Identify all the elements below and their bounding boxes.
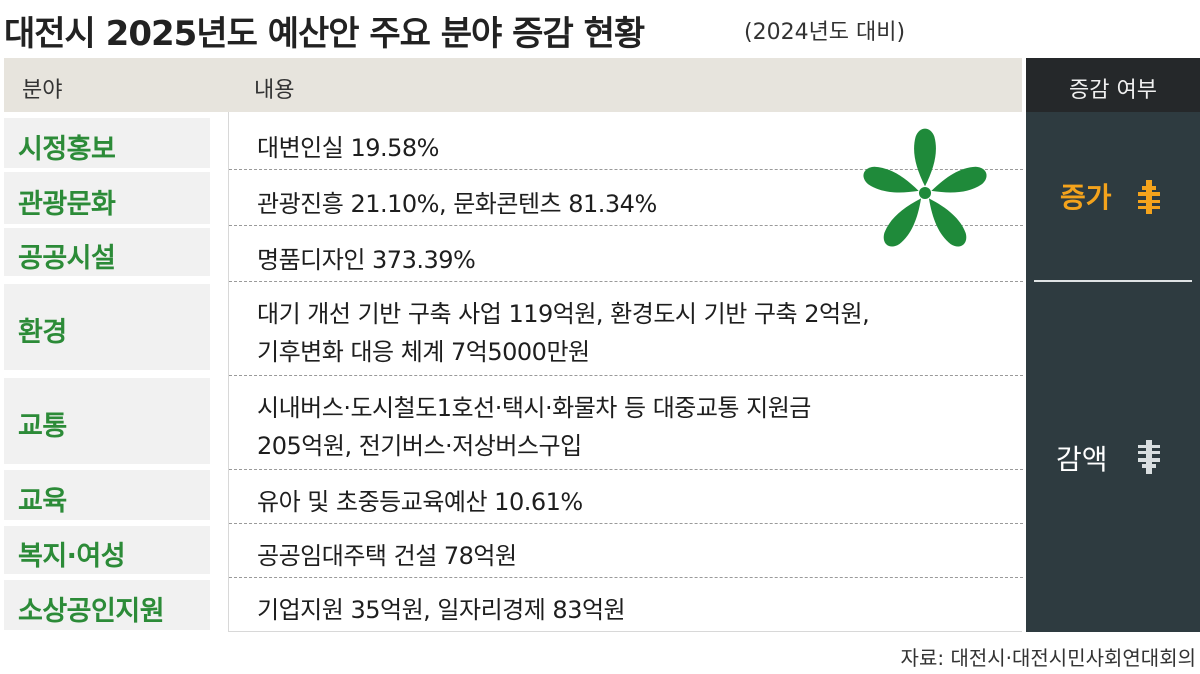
table-row: 공공임대주택 건설 78억원 xyxy=(229,524,1023,578)
row-text: 대변인실 19.58% xyxy=(257,134,439,162)
row-text: 유아 및 초중등교육예산 10.61% xyxy=(257,488,583,516)
row-text: 205억원, 전기버스·저상버스구입 xyxy=(257,432,582,460)
row-text: 시내버스·도시철도1호선·택시·화물차 등 대중교통 지원금 xyxy=(257,394,811,422)
column-header-category: 분야 xyxy=(22,78,63,103)
source-note: 자료: 대전시·대전시민사회연대회의 xyxy=(900,646,1196,670)
column-header-change-wrap: 증감 여부 xyxy=(1026,58,1200,112)
daejeon-city-emblem-icon xyxy=(863,128,987,247)
increase-label: 증가 xyxy=(1060,181,1112,214)
category-cell: 시정홍보 xyxy=(4,118,210,168)
table-row: 명품디자인 373.39% xyxy=(229,226,1023,282)
up-arrow-icon xyxy=(1138,180,1160,214)
category-cell: 교통 xyxy=(4,378,210,464)
column-header-content: 내용 xyxy=(254,78,295,103)
table-header: 분야 내용 xyxy=(4,58,1022,112)
category-cell: 관광문화 xyxy=(4,172,210,224)
row-text: 기업지원 35억원, 일자리경제 83억원 xyxy=(257,596,626,624)
table-row: 기업지원 35억원, 일자리경제 83억원 xyxy=(229,578,1023,632)
category-cell: 복지·여성 xyxy=(4,526,210,574)
row-text: 관광진흥 21.10%, 문화콘텐츠 81.34% xyxy=(257,190,657,218)
change-panel: 증감 여부 증가 감액 xyxy=(1026,58,1200,632)
category-cell: 공공시설 xyxy=(4,228,210,276)
title-row: 대전시 2025년도 예산안 주요 분야 증감 현황 (2024년도 대비) xyxy=(0,0,1200,58)
content-area: 대변인실 19.58% 관광진흥 21.10%, 문화콘텐츠 81.34% 명품… xyxy=(228,112,1023,632)
category-cell: 소상공인지원 xyxy=(4,580,210,630)
down-arrow-icon xyxy=(1138,440,1160,474)
table-row: 유아 및 초중등교육예산 10.61% xyxy=(229,470,1023,524)
row-text: 명품디자인 373.39% xyxy=(257,246,476,274)
category-label: 소상공인지원 xyxy=(18,596,165,627)
column-header-change: 증감 여부 xyxy=(1069,78,1157,103)
category-label: 시정홍보 xyxy=(18,134,116,165)
category-label: 공공시설 xyxy=(18,243,116,274)
table-row: 관광진흥 21.10%, 문화콘텐츠 81.34% xyxy=(229,170,1023,226)
page-subtitle: (2024년도 대비) xyxy=(744,20,906,45)
category-label: 관광문화 xyxy=(18,189,116,220)
category-label: 교육 xyxy=(18,486,67,517)
category-label: 교통 xyxy=(18,411,67,442)
table-row: 대변인실 19.58% xyxy=(229,112,1023,170)
page-title: 대전시 2025년도 예산안 주요 분야 증감 현황 xyxy=(4,14,645,54)
row-text: 대기 개선 기반 구축 사업 119억원, 환경도시 기반 구축 2억원, xyxy=(257,300,870,328)
row-text: 공공임대주택 건설 78억원 xyxy=(257,542,517,570)
decrease-label: 감액 xyxy=(1056,443,1108,476)
panel-divider xyxy=(1034,280,1192,282)
category-cell: 환경 xyxy=(4,284,210,370)
category-label: 복지·여성 xyxy=(18,541,126,572)
row-text: 기후변화 대응 체계 7억5000만원 xyxy=(257,338,590,366)
table-row: 시내버스·도시철도1호선·택시·화물차 등 대중교통 지원금 205억원, 전기… xyxy=(229,376,1023,470)
table-row: 대기 개선 기반 구축 사업 119억원, 환경도시 기반 구축 2억원, 기후… xyxy=(229,282,1023,376)
category-cell: 교육 xyxy=(4,470,210,520)
category-label: 환경 xyxy=(18,317,67,348)
